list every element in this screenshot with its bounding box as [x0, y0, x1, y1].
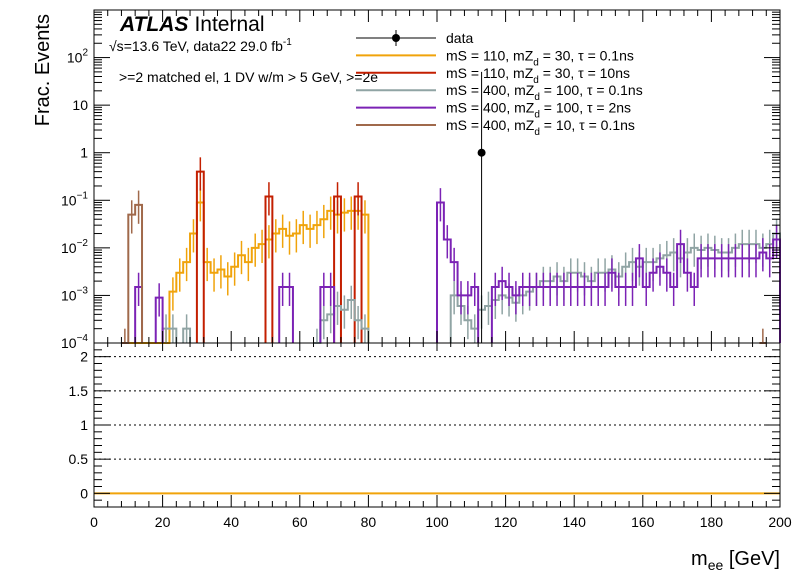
y-tick-label: 10−2 [61, 238, 88, 256]
legend-label-post: = 30, τ = 10ns [539, 65, 630, 81]
y-tick-label-base: 10 [67, 50, 83, 66]
atlas-status: Internal [194, 13, 264, 36]
x-axis-title-main: m [691, 548, 708, 570]
legend-label-sub: d [534, 127, 540, 138]
legend-label-pre: mS = 400, mZ [446, 100, 535, 116]
legend-label-post: = 100, τ = 0.1ns [540, 82, 643, 98]
legend-label: mS = 400, mZd = 100, τ = 2ns [446, 100, 631, 121]
data-point [477, 148, 486, 157]
energy-sup: -1 [283, 37, 292, 48]
histogram-outline [128, 201, 370, 344]
legend-label-pre: mS = 400, mZ [446, 117, 535, 133]
x-tick-label: 80 [361, 514, 377, 530]
y-tick-label: 1 [80, 145, 88, 161]
atlas-brand: ATLAS [119, 13, 188, 36]
legend-label-sub: d [534, 92, 540, 103]
legend-label: mS = 110, mZd = 30, τ = 10ns [446, 65, 630, 86]
x-tick-label: 60 [292, 514, 308, 530]
x-axis-title-unit: [GeV] [723, 548, 780, 570]
x-axis-title: mee [GeV] [691, 548, 780, 572]
legend-data-marker [392, 34, 400, 42]
x-tick-label: 100 [425, 514, 449, 530]
x-tick-label: 180 [700, 514, 724, 530]
histogram-outline [278, 286, 294, 343]
lower-y-tick-label: 1.5 [69, 383, 89, 399]
histogram-outline [436, 201, 480, 343]
y-tick-label-exponent: −2 [77, 238, 89, 249]
histogram-outline [449, 232, 781, 343]
x-tick-label: 140 [563, 514, 587, 530]
series-1 [128, 188, 370, 344]
lower-y-tick-label: 2 [80, 349, 88, 365]
legend-entry: data [356, 30, 473, 46]
x-tick-label: 120 [494, 514, 518, 530]
y-tick-label-base: 10 [61, 240, 77, 256]
legend-label-post: = 100, τ = 2ns [540, 100, 631, 116]
lower-panel-frame [93, 342, 781, 508]
legend-label: data [446, 30, 473, 46]
legend-label-sub: d [534, 110, 540, 121]
histogram-outline [264, 195, 274, 343]
legend-entry: mS = 400, mZd = 10, τ = 0.1ns [356, 117, 635, 138]
upper-panel-data [477, 71, 486, 343]
y-tick-label: 10−3 [61, 285, 88, 303]
y-tick-label-base: 1 [80, 145, 88, 161]
x-axis-title-sub: ee [708, 557, 724, 572]
y-tick-label: 10−4 [61, 333, 88, 351]
y-tick-label-base: 10 [61, 335, 77, 351]
upper-panel-histograms [121, 157, 781, 344]
legend-label: mS = 400, mZd = 10, τ = 0.1ns [446, 117, 635, 138]
x-axis-ticks: 0 20 40 60 80 100 120 140 160 180 200 [90, 10, 792, 530]
energy-sqrt: √s [109, 38, 124, 54]
legend-label-sub: d [533, 75, 539, 86]
atlas-label: ATLAS Internal [119, 13, 264, 36]
legend-label: mS = 110, mZd = 30, τ = 0.1ns [446, 47, 634, 68]
x-tick-label: 20 [155, 514, 171, 530]
legend-label: mS = 400, mZd = 100, τ = 0.1ns [446, 82, 643, 103]
series-2 [195, 157, 363, 343]
histogram-outline [319, 286, 336, 343]
legend-label-pre: mS = 110, mZ [446, 47, 534, 63]
lower-panel-grid [94, 356, 780, 460]
energy-text: =13.6 TeV, data22 29.0 fb [124, 38, 283, 54]
lower-y-tick-label: 0.5 [69, 451, 89, 467]
series-4 [134, 188, 781, 343]
legend-label-post: = 10, τ = 0.1ns [540, 117, 635, 133]
y-tick-label: 102 [67, 48, 89, 66]
legend-label-pre: mS = 400, mZ [446, 82, 535, 98]
x-tick-label: 40 [223, 514, 239, 530]
histogram-outline [490, 238, 781, 343]
legend-entry: mS = 400, mZd = 100, τ = 0.1ns [356, 82, 643, 103]
y-tick-label-exponent: −1 [77, 190, 89, 201]
legend-entry: mS = 400, mZd = 100, τ = 2ns [356, 100, 631, 121]
y-tick-label-base: 10 [61, 192, 77, 208]
y-tick-label-exponent: −3 [77, 285, 89, 296]
y-tick-label-base: 10 [72, 97, 88, 113]
lower-y-tick-label: 0 [80, 485, 88, 501]
legend-label-sub: d [533, 57, 539, 68]
energy-label: √s=13.6 TeV, data22 29.0 fb-1 [109, 37, 292, 54]
x-tick-label: 200 [768, 514, 792, 530]
y-tick-label-base: 10 [61, 287, 77, 303]
legend-label-pre: mS = 110, mZ [446, 65, 534, 81]
lower-y-tick-label: 1 [80, 417, 88, 433]
histogram-outline [313, 299, 370, 344]
y-tick-label: 10−1 [61, 190, 88, 208]
lower-y-axis-ticks: 0 0.5 1 1.5 2 [69, 349, 780, 501]
y-tick-label-exponent: −4 [77, 333, 89, 344]
y-tick-label: 10 [72, 97, 88, 113]
x-tick-label: 160 [631, 514, 655, 530]
legend-entry: mS = 110, mZd = 30, τ = 0.1ns [356, 47, 634, 68]
selection-label: >=2 matched el, 1 DV w/m > 5 GeV, >=2e [119, 69, 378, 85]
y-tick-label-exponent: 2 [82, 48, 88, 59]
legend-label-post: = 30, τ = 0.1ns [539, 47, 634, 63]
y-axis-title: Frac. Events [32, 14, 54, 126]
legend-entry: mS = 110, mZd = 30, τ = 10ns [356, 65, 630, 86]
x-tick-label: 0 [90, 514, 98, 530]
